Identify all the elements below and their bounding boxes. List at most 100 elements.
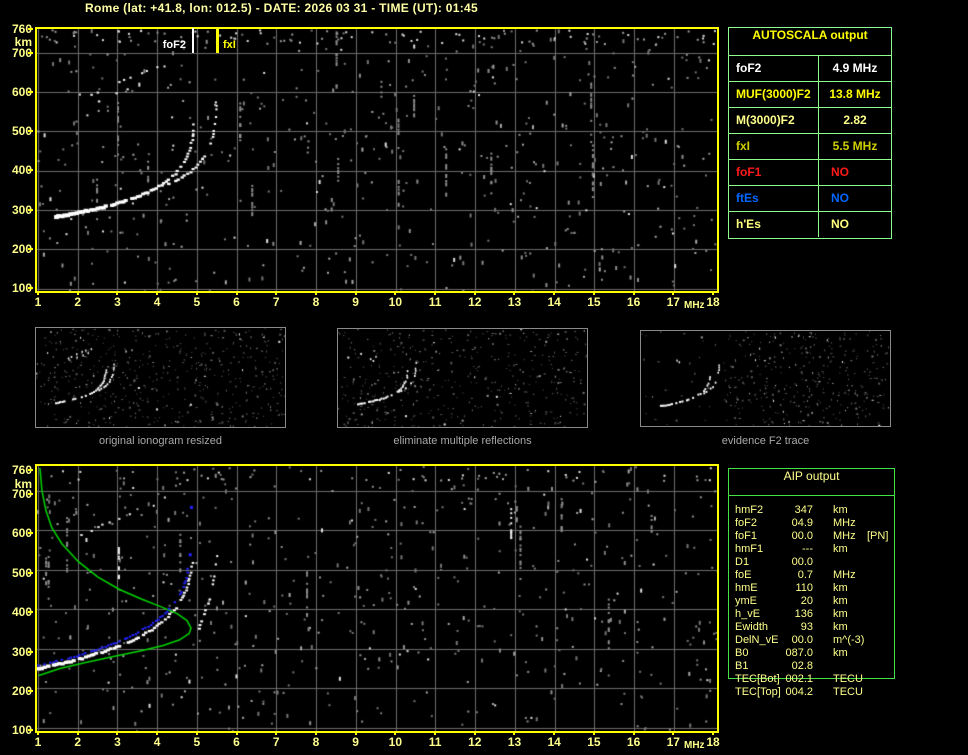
x-axis-tick [473, 292, 476, 295]
row-label: h'Es [729, 212, 819, 237]
row-value: NO [831, 191, 849, 205]
x-axis-label: 5 [193, 735, 201, 749]
x-axis-tick [314, 732, 317, 735]
row-value: 2.82 [843, 113, 867, 127]
axis-unit-km: km [14, 35, 32, 49]
row-label: ftEs [729, 186, 819, 211]
row-label: fxI [729, 134, 819, 159]
y-axis-tick [28, 571, 33, 574]
x-axis-label: 10 [388, 295, 403, 309]
x-axis-tick [116, 732, 119, 735]
row-value: 00.0 [791, 530, 813, 542]
row-value: 00.0 [791, 634, 813, 646]
row-label: B0 [735, 647, 749, 659]
thumbnail-caption: original ionogram resized [99, 435, 222, 447]
x-axis-tick [632, 292, 635, 295]
row-unit: MHz [833, 530, 856, 542]
row-value: 002.1 [785, 673, 813, 685]
table-row: hmF1 --- km [729, 543, 894, 556]
x-axis-tick [632, 732, 635, 735]
row-value: 00.0 [791, 556, 813, 568]
y-axis-tick [28, 729, 33, 732]
x-axis-label: 1 [34, 295, 42, 309]
row-unit: km [833, 621, 848, 633]
y-axis-tick [28, 130, 33, 133]
row-value: 0.7 [797, 569, 813, 581]
x-axis-tick [314, 292, 317, 295]
row-unit: km [833, 595, 848, 607]
thumbnail-original-canvas [36, 328, 285, 427]
row-value: 347 [794, 504, 813, 516]
x-axis-label: 9 [352, 295, 359, 309]
aip-table: AIP output hmF2 347 km foF2 04.9 MHz foF1 00.0 M… [728, 468, 895, 698]
x-axis-tick [354, 732, 357, 735]
row-label: foF1 [735, 530, 758, 542]
y-axis-label: 500 [11, 565, 32, 580]
row-label: foE [735, 569, 752, 581]
window-title: Rome (lat: +41.8, lon: 012.5) - DATE: 20… [85, 1, 478, 15]
table-row: foF1 NO [729, 160, 891, 186]
table-row: D1 00.0 [729, 556, 894, 569]
thumbnail-eliminate-reflections [337, 328, 588, 428]
y-axis-label: 700 [11, 486, 32, 501]
y-axis-tick [28, 469, 33, 471]
aip-table-title: AIP output [729, 469, 894, 496]
axis-unit-mhz: MHz [684, 300, 705, 311]
y-axis-label: 400 [11, 605, 32, 620]
x-axis-tick [672, 292, 675, 295]
y-axis-label: 400 [11, 163, 32, 178]
autoscala-table: AUTOSCALA output foF2 4.9 MHz MUF(3000)F2 1… [728, 27, 892, 239]
row-label: hmF1 [735, 543, 764, 555]
x-axis-tick [592, 292, 595, 295]
x-axis-tick [434, 732, 437, 735]
x-axis-tick [37, 292, 39, 295]
row-value: 04.9 [791, 517, 813, 529]
x-axis-tick [116, 292, 119, 295]
x-axis-label: 11 [428, 735, 442, 749]
y-axis-tick [28, 248, 33, 251]
table-row: foF1 00.0 MHz [PN] [729, 530, 894, 543]
axis-unit-km: km [14, 477, 32, 491]
table-row: B0 087.0 km [729, 647, 894, 660]
y-axis-label: 300 [11, 644, 32, 659]
row-label: B1 [735, 660, 749, 672]
table-row: hmF2 347 km [729, 504, 894, 517]
x-axis-tick [76, 732, 79, 735]
x-axis-label: 3 [114, 735, 121, 749]
table-row: foE 0.7 MHz [729, 569, 894, 582]
y-axis-label: 100 [11, 723, 32, 738]
x-axis-label: 13 [507, 295, 522, 309]
row-value: 02.8 [791, 660, 813, 672]
y-axis-tick [28, 287, 33, 290]
x-axis-tick [76, 292, 79, 295]
bottom-ionogram-frame [35, 464, 719, 733]
y-axis-label: 200 [11, 242, 32, 257]
thumbnail-original [35, 327, 286, 428]
y-axis-tick [28, 169, 33, 172]
table-row: B1 02.8 [729, 660, 894, 673]
row-unit: km [833, 504, 848, 516]
y-axis-tick [28, 611, 33, 614]
row-unit: TECU [833, 673, 863, 685]
row-label: hmF2 [735, 504, 764, 516]
x-axis-tick [394, 732, 397, 735]
row-unit: km [833, 543, 848, 555]
x-axis-label: 15 [587, 735, 601, 749]
row-value: 20 [800, 595, 813, 607]
thumbnail-caption: evidence F2 trace [721, 435, 810, 447]
top-ionogram-frame [35, 27, 719, 293]
x-axis-label: 7 [272, 295, 280, 309]
x-axis-tick [592, 732, 595, 735]
y-axis-tick [28, 28, 33, 30]
x-axis-label: 10 [388, 735, 403, 749]
x-axis-tick [553, 292, 556, 295]
row-value: 93 [800, 621, 813, 633]
y-axis-label: 700 [11, 45, 32, 60]
x-axis-label: 2 [74, 735, 82, 749]
x-axis-tick [235, 292, 238, 295]
row-value: 5.5 MHz [832, 139, 878, 153]
x-axis-tick [195, 732, 198, 735]
x-axis-label: 8 [312, 295, 320, 309]
x-axis-tick [672, 732, 675, 735]
row-label: Ewidth [735, 621, 769, 633]
